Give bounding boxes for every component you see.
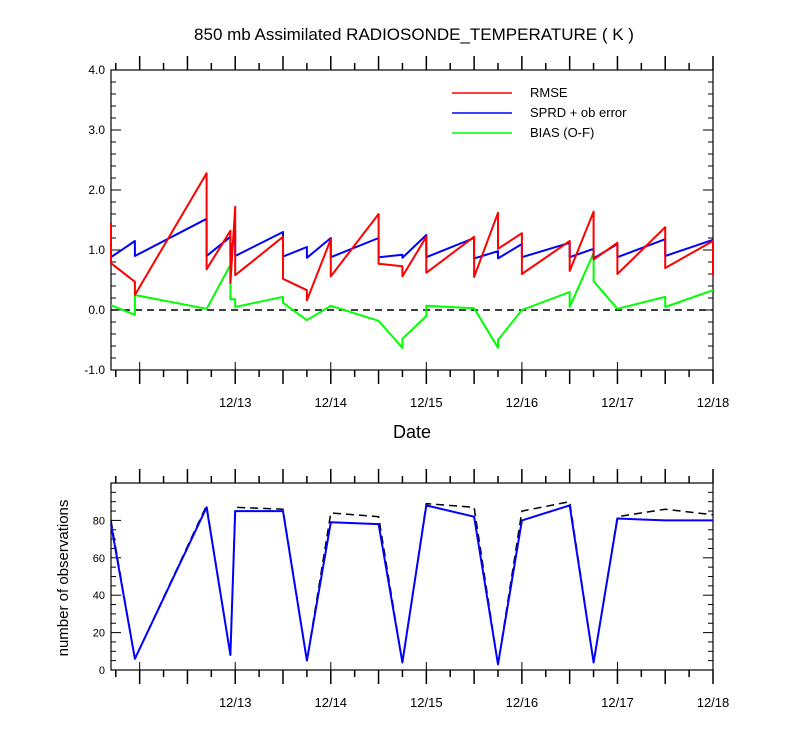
bottom-x-tick-label: 12/13 [219, 695, 252, 710]
bottom-plot-frame [110, 482, 714, 671]
top-x-tick-label: 12/16 [506, 395, 539, 410]
legend-label-rmse: RMSE [530, 85, 568, 100]
bottom-x-tick-label: 12/15 [410, 695, 443, 710]
top-plot-frame [110, 69, 714, 371]
top-y-tick-label: 0.0 [88, 303, 105, 317]
bottom-axis-ticks: 80 60 40 20 0 12/13 12/14 12/15 12/16 12/17 12/18 [93, 469, 730, 710]
top-x-tick-label: 12/13 [219, 395, 252, 410]
top-axis-ticks: 4.0 3.0 2.0 1.0 0.0 -1.0 12/13 12/14 12/15 12/16 1… [84, 56, 729, 410]
top-y-tick-label: 3.0 [88, 123, 105, 137]
legend: RMSE SPRD + ob error BIAS (O-F) [452, 85, 627, 140]
bottom-y-tick-label: 40 [93, 590, 105, 602]
bottom-x-tick-label: 12/14 [315, 695, 348, 710]
bottom-x-tick-label: 12/18 [697, 695, 730, 710]
top-x-tick-label: 12/15 [410, 395, 443, 410]
top-x-tick-label: 12/14 [315, 395, 348, 410]
bottom-y-tick-label: 60 [93, 553, 105, 565]
y-axis-title-observations: number of observations [55, 500, 72, 657]
bottom-y-tick-label: 0 [99, 665, 105, 677]
bottom-series-group [110, 500, 714, 666]
top-series-sprd-ob-error [110, 217, 714, 260]
bottom-series-total [110, 500, 714, 666]
bottom-x-tick-label: 12/16 [506, 695, 539, 710]
top-y-tick-label: 4.0 [88, 63, 105, 77]
top-y-tick-label: -1.0 [84, 363, 105, 377]
bottom-series-assimilated [110, 504, 713, 666]
bottom-y-tick-label: 20 [93, 628, 105, 640]
top-series-bias-o-f [110, 252, 714, 349]
legend-label-bias: BIAS (O-F) [530, 125, 594, 140]
top-series-rmse [110, 172, 714, 302]
top-x-tick-label: 12/17 [601, 395, 634, 410]
top-y-tick-label: 1.0 [88, 243, 105, 257]
chart-title: 850 mb Assimilated RADIOSONDE_TEMPERATUR… [194, 25, 634, 44]
top-x-tick-label: 12/18 [697, 395, 730, 410]
top-y-tick-label: 2.0 [88, 183, 105, 197]
bottom-y-tick-label: 80 [93, 515, 105, 527]
x-axis-title: Date [393, 422, 431, 442]
bottom-x-tick-label: 12/17 [601, 695, 634, 710]
top-series-group [110, 172, 714, 349]
legend-label-sprd: SPRD + ob error [530, 105, 627, 120]
